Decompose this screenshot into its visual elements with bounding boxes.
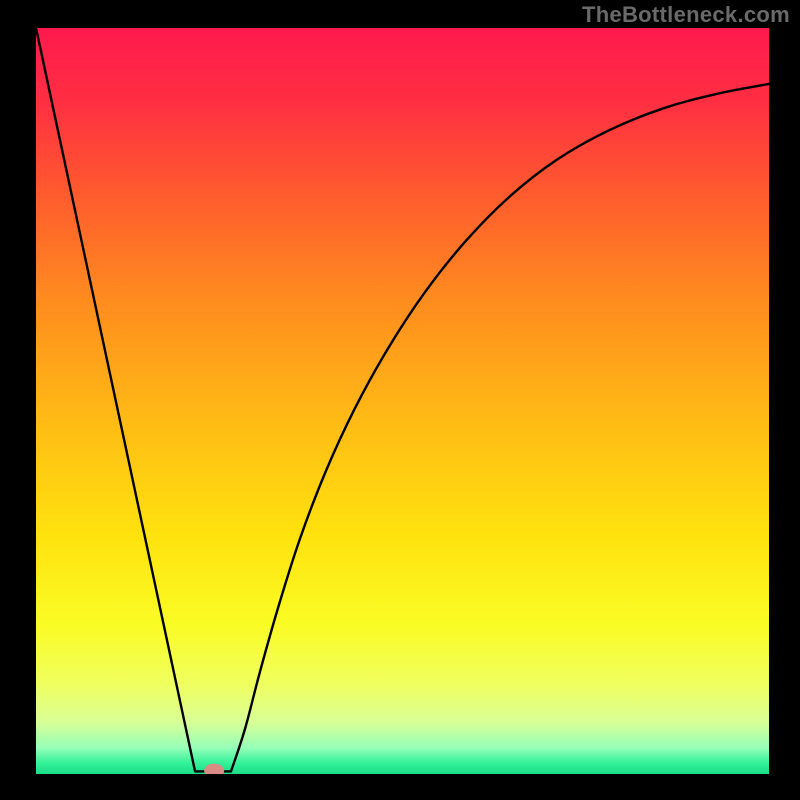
bottleneck-chart-svg xyxy=(36,28,769,774)
plot-area xyxy=(36,28,769,774)
watermark-text: TheBottleneck.com xyxy=(582,2,790,28)
gradient-background xyxy=(36,28,769,774)
chart-frame: TheBottleneck.com xyxy=(0,0,800,800)
